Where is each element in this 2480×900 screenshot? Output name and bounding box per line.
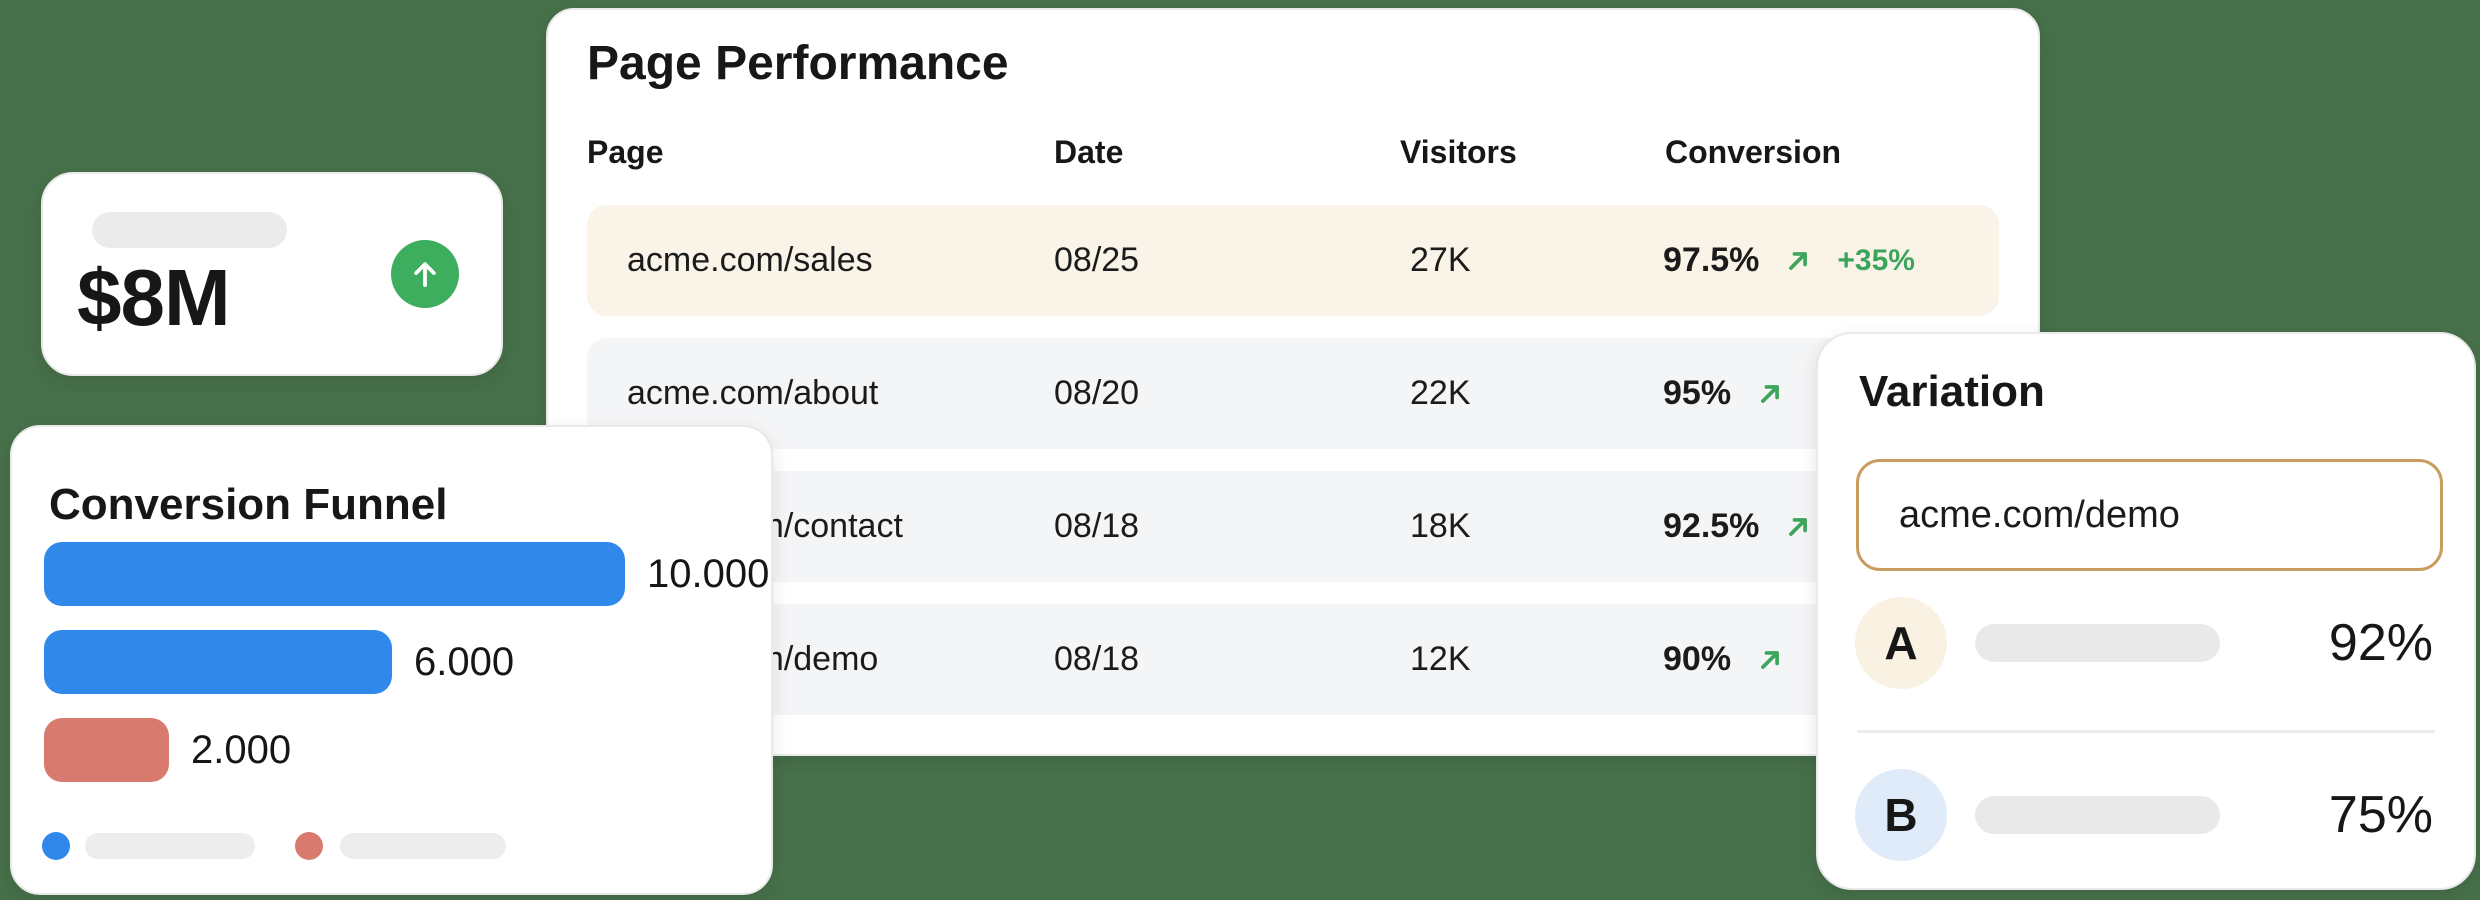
cell-visitors: 12K [1410, 640, 1471, 678]
table-row: acme.com/about 08/20 22K 95% [587, 338, 1999, 449]
cell-page: acme.com/sales [627, 241, 873, 279]
cell-conversion: 92.5% [1663, 507, 1999, 546]
table-row: acme.com/contact 08/18 18K 92.5% [587, 471, 1999, 582]
variation-result-row: B 75% [1855, 769, 2433, 861]
funnel-bar-2 [44, 630, 392, 694]
cell-conversion: 97.5% +35% [1663, 241, 1999, 280]
funnel-bar-1-label: 10.000 [647, 551, 770, 596]
variation-url-input[interactable]: acme.com/demo [1856, 459, 2443, 571]
funnel-legend [42, 832, 506, 860]
trend-up-icon [1789, 251, 1808, 270]
cell-date: 08/20 [1054, 374, 1140, 412]
variation-card: Variation acme.com/demo A 92% B 75% [1816, 332, 2476, 890]
page-performance-card: Page Performance Page Date Visitors Conv… [546, 8, 2040, 756]
cell-conversion: 95% [1663, 374, 1999, 413]
label-placeholder [92, 212, 287, 248]
funnel-bar-row: 6.000 [44, 630, 769, 694]
conversion-funnel-title: Conversion Funnel [49, 480, 448, 529]
column-header-visitors: Visitors [1400, 134, 1517, 170]
page-performance-title: Page Performance [587, 37, 1009, 90]
legend-label-placeholder [85, 833, 255, 859]
trend-up-icon [1761, 650, 1779, 669]
funnel-bar-row: 10.000 [44, 542, 769, 606]
cell-date: 08/18 [1054, 507, 1140, 545]
cell-page: acme.com/about [627, 374, 879, 412]
column-header-page: Page [587, 134, 664, 170]
trend-up-icon [1761, 384, 1779, 403]
arrow-up-icon [414, 262, 436, 287]
conversion-value: 92.5% [1663, 507, 1760, 545]
variation-result-row: A 92% [1855, 597, 2433, 689]
cell-conversion: 90% [1663, 640, 1999, 679]
column-header-date: Date [1054, 134, 1124, 170]
funnel-bars: 10.000 6.000 2.000 [44, 542, 769, 806]
legend-label-placeholder [340, 833, 506, 859]
variant-label-placeholder [1975, 624, 2220, 662]
table-row: acme.com/demo 08/18 12K 90% [587, 604, 1999, 715]
cell-date: 08/25 [1054, 241, 1140, 279]
variant-a-avatar: A [1855, 597, 1947, 689]
variation-title: Variation [1859, 367, 2045, 416]
conversion-funnel-card: Conversion Funnel 10.000 6.000 2.000 [10, 425, 773, 895]
trend-badge [391, 240, 459, 308]
funnel-bar-3 [44, 718, 169, 782]
variant-label-placeholder [1975, 796, 2220, 834]
funnel-bar-1 [44, 542, 625, 606]
variant-a-percent: 92% [2328, 614, 2433, 672]
trend-up-icon [1789, 517, 1808, 536]
table-body: acme.com/sales 08/25 27K 97.5% +35% acme… [587, 205, 1999, 715]
stat-value: $8M [77, 253, 231, 342]
funnel-bar-3-label: 2.000 [191, 727, 292, 772]
conversion-value: 90% [1663, 640, 1732, 678]
table-row: acme.com/sales 08/25 27K 97.5% +35% [587, 205, 1999, 316]
table-header: Page Date Visitors Conversion [587, 134, 1999, 171]
legend-swatch-red [295, 832, 323, 860]
revenue-stat-card: $8M [41, 172, 503, 376]
funnel-bar-row: 2.000 [44, 718, 769, 782]
column-header-conversion: Conversion [1665, 134, 1842, 170]
cell-visitors: 18K [1410, 507, 1471, 545]
variant-b-percent: 75% [2328, 786, 2433, 844]
funnel-bar-2-label: 6.000 [414, 639, 515, 684]
legend-swatch-blue [42, 832, 70, 860]
divider [1857, 730, 2435, 733]
conversion-value: 97.5% [1663, 241, 1760, 279]
trend-delta: +35% [1837, 243, 1915, 277]
conversion-value: 95% [1663, 374, 1732, 412]
cell-visitors: 22K [1410, 374, 1471, 412]
cell-date: 08/18 [1054, 640, 1140, 678]
cell-visitors: 27K [1410, 241, 1471, 279]
variant-b-avatar: B [1855, 769, 1947, 861]
